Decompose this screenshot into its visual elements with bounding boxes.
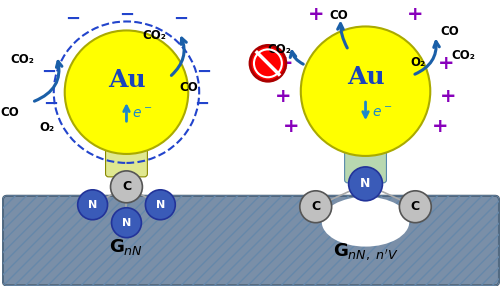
Circle shape bbox=[301, 26, 430, 156]
Text: −: − bbox=[43, 95, 59, 113]
Circle shape bbox=[78, 190, 108, 220]
Text: −: − bbox=[65, 9, 80, 28]
Text: CO: CO bbox=[330, 9, 348, 22]
Text: +: + bbox=[274, 87, 291, 106]
Text: +: + bbox=[438, 54, 454, 73]
Text: −: − bbox=[172, 9, 188, 28]
Circle shape bbox=[300, 191, 332, 223]
Text: −: − bbox=[41, 63, 56, 81]
Text: $e^-$: $e^-$ bbox=[372, 106, 392, 120]
Text: N: N bbox=[122, 218, 131, 228]
Circle shape bbox=[112, 208, 142, 238]
Text: CO: CO bbox=[180, 81, 199, 94]
Circle shape bbox=[110, 171, 142, 203]
Text: +: + bbox=[432, 117, 448, 135]
Text: CO₂: CO₂ bbox=[267, 43, 291, 56]
Circle shape bbox=[250, 45, 286, 81]
Text: CO: CO bbox=[0, 106, 20, 119]
Text: CO₂: CO₂ bbox=[10, 53, 34, 66]
Text: CO₂: CO₂ bbox=[451, 49, 475, 62]
Text: +: + bbox=[308, 5, 324, 24]
Text: +: + bbox=[282, 117, 299, 135]
Text: C: C bbox=[122, 180, 131, 193]
Text: N: N bbox=[88, 200, 97, 210]
Text: $e^-$: $e^-$ bbox=[132, 107, 152, 121]
Text: C: C bbox=[311, 200, 320, 213]
Ellipse shape bbox=[322, 197, 410, 247]
Text: +: + bbox=[440, 87, 456, 106]
Text: +: + bbox=[276, 54, 293, 73]
Text: +: + bbox=[407, 5, 424, 24]
FancyBboxPatch shape bbox=[106, 143, 148, 177]
Circle shape bbox=[400, 191, 432, 223]
Circle shape bbox=[64, 30, 188, 154]
Text: Au: Au bbox=[108, 68, 146, 92]
Text: C: C bbox=[411, 200, 420, 213]
Circle shape bbox=[146, 190, 176, 220]
FancyBboxPatch shape bbox=[3, 196, 499, 286]
Text: CO₂: CO₂ bbox=[142, 29, 167, 42]
FancyBboxPatch shape bbox=[344, 145, 387, 183]
Text: −: − bbox=[196, 63, 212, 81]
Circle shape bbox=[348, 167, 382, 201]
Text: CO: CO bbox=[441, 25, 460, 38]
Text: Au: Au bbox=[346, 65, 385, 89]
Text: N: N bbox=[156, 200, 165, 210]
Text: O₂: O₂ bbox=[411, 56, 426, 69]
Text: −: − bbox=[119, 5, 134, 24]
Text: $\mathbf{G}_{nN,\ n'V}$: $\mathbf{G}_{nN,\ n'V}$ bbox=[332, 241, 398, 262]
Text: −: − bbox=[194, 95, 210, 113]
Text: N: N bbox=[360, 177, 370, 190]
Text: $\mathbf{G}_{nN}$: $\mathbf{G}_{nN}$ bbox=[110, 236, 144, 257]
Text: O₂: O₂ bbox=[39, 121, 54, 133]
